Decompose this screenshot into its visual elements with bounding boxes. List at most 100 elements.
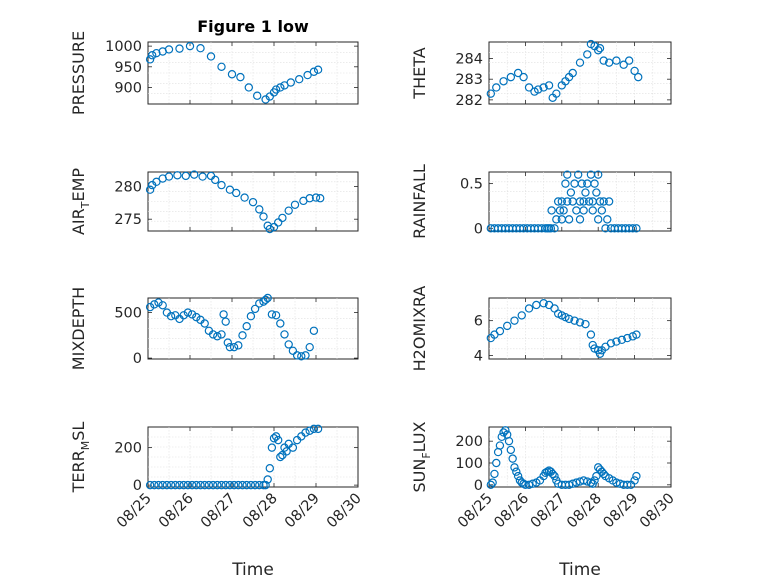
- airtemp-data-point: [274, 218, 283, 227]
- pressure-data-point: [217, 62, 226, 72]
- pressure-data-point: [261, 95, 270, 104]
- terrmsl-data-point: [282, 447, 291, 456]
- mixdepth-data-point: [246, 312, 256, 321]
- terrmsl-data-point: [217, 480, 226, 490]
- theta-data-point: [544, 81, 554, 90]
- theta-data-point: [575, 58, 585, 67]
- rainfall-data-point: [604, 197, 614, 206]
- sunflux-data-point: [490, 469, 499, 479]
- terrmsl-data-point: [158, 480, 167, 490]
- mixdepth-data-point: [276, 319, 285, 328]
- theta-data-point: [630, 66, 639, 76]
- rainfall-data-point: [561, 179, 570, 188]
- airtemp-data-point: [217, 180, 226, 190]
- airtemp-y-tick-label: 280: [114, 179, 142, 195]
- sunflux-data-point: [497, 432, 506, 442]
- pressure-y-tick-label: 1000: [105, 39, 142, 55]
- theta-data-point: [539, 83, 548, 92]
- mixdepth-data-point: [242, 322, 251, 331]
- rainfall-y-tick-label: 0.5: [460, 177, 483, 193]
- rainfall-data-point: [628, 224, 637, 233]
- terrmsl-data-point: [265, 464, 274, 473]
- pressure-data-point: [286, 78, 295, 87]
- terrmsl-data-point: [246, 480, 256, 490]
- rainfall-data-point: [563, 197, 572, 206]
- terrmsl-data-point: [276, 452, 285, 462]
- airtemp-data-point: [225, 185, 235, 194]
- terrmsl-data-point: [267, 443, 277, 452]
- mixdepth-data-point: [200, 319, 209, 328]
- mixdepth-data-point: [288, 346, 298, 356]
- airtemp-data-point: [164, 172, 174, 181]
- rainfall-data-point: [594, 215, 603, 224]
- sunflux-y-axis-label: SUNFLUX: [410, 421, 433, 492]
- theta-data-point: [599, 56, 608, 65]
- terrmsl-y-tick-label: 200: [114, 441, 142, 457]
- sunflux-x-axis-label: Time: [558, 560, 601, 580]
- mixdepth-axes: 0 500 MIXDEPTH: [69, 287, 359, 370]
- mixdepth-data-point: [305, 342, 314, 352]
- theta-data-point: [524, 83, 534, 92]
- rainfall-data-point: [575, 197, 585, 206]
- sunflux-y-tick-label: 100: [455, 456, 483, 472]
- sunflux-data-point: [512, 467, 521, 476]
- terrmsl-data-point: [225, 480, 235, 490]
- terrmsl-data-point: [269, 434, 279, 443]
- mixdepth-data-point: [208, 330, 218, 339]
- airtemp-data-point: [248, 197, 258, 207]
- pressure-data-point: [196, 44, 205, 53]
- pressure-data-point: [175, 44, 184, 53]
- theta-y-tick-label: 282: [455, 93, 483, 109]
- mixdepth-y-axis-label: MIXDEPTH: [69, 287, 88, 370]
- airtemp-data-point: [278, 213, 287, 223]
- terrmsl-data-point: [250, 480, 260, 490]
- h2omixra-data-point: [581, 319, 590, 329]
- h2omixra-data-point: [623, 333, 632, 343]
- theta-data-point: [499, 77, 508, 86]
- rainfall-data-point: [557, 197, 567, 206]
- sunflux-data-point: [513, 471, 523, 481]
- mixdepth-data-point: [238, 331, 247, 340]
- sunflux-data-point: [501, 426, 510, 435]
- h2omixra-axes: 4 6 H2OMIXRA: [410, 286, 672, 371]
- theta-data-point: [492, 83, 501, 92]
- airtemp-data-point: [240, 193, 249, 202]
- mixdepth-data-point: [229, 342, 239, 352]
- sunflux-data-point: [543, 467, 552, 476]
- sunflux-data-point: [612, 478, 621, 487]
- pressure-data-point: [185, 41, 195, 51]
- mixdepth-data-point: [187, 310, 197, 319]
- sunflux-series: [486, 426, 641, 490]
- airtemp-data-point: [189, 170, 199, 179]
- terrmsl-data-point: [192, 480, 201, 490]
- airtemp-data-point: [198, 172, 207, 181]
- rainfall-data-point: [588, 206, 597, 215]
- mixdepth-data-point: [292, 351, 302, 360]
- mixdepth-series: [145, 293, 319, 361]
- pressure-data-point: [271, 85, 281, 94]
- pressure-y-tick-label: 950: [114, 60, 142, 76]
- terrmsl-data-point: [242, 480, 251, 490]
- terrmsl-data-point: [187, 480, 197, 490]
- rainfall-data-point: [566, 188, 576, 197]
- rainfall-data-point: [597, 206, 607, 215]
- h2omixra-data-point: [539, 299, 548, 308]
- mixdepth-data-point: [150, 300, 159, 309]
- terrmsl-x-axis-label: Time: [231, 560, 274, 580]
- rainfall-data-point: [594, 170, 603, 179]
- theta-data-point: [594, 46, 603, 55]
- mixdepth-data-point: [284, 340, 293, 349]
- mixdepth-data-point: [261, 295, 270, 305]
- airtemp-y-axis-label: AIRTEMP: [69, 168, 92, 235]
- airtemp-data-point: [316, 194, 325, 203]
- pressure-y-tick-label: 900: [114, 80, 142, 96]
- mixdepth-data-point: [192, 312, 201, 322]
- rainfall-data-point: [579, 197, 588, 206]
- theta-data-point: [568, 68, 577, 78]
- rainfall-data-point: [584, 197, 594, 206]
- terrmsl-y-tick-label: 0: [133, 478, 142, 494]
- terrmsl-data-point: [274, 435, 283, 445]
- pressure-series: [145, 41, 323, 104]
- terrmsl-data-point: [301, 428, 310, 437]
